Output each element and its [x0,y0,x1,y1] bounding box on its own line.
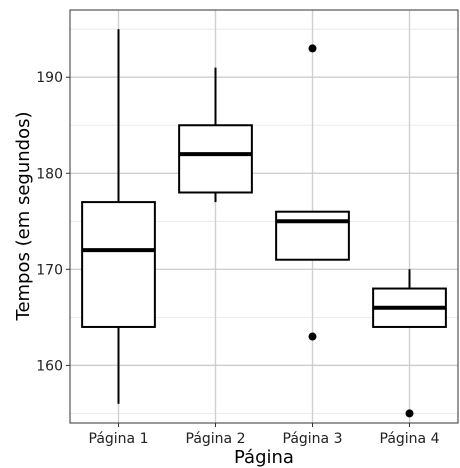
x-tick-label: Página 1 [89,431,149,447]
box-2 [178,67,253,203]
outlier-point [308,332,317,341]
y-tick-labels: 160 170 180 190 [36,70,70,374]
boxes [81,29,447,418]
plot-border [69,9,459,424]
x-axis-title: Página [234,447,294,468]
box-3 [275,44,350,341]
box-4 [372,269,447,418]
iqr-box [81,201,156,328]
iqr-box [275,210,350,261]
x-tick-labels: Página 1 Página 2 Página 3 Página 4 [89,423,440,447]
outlier-point [405,409,414,418]
y-tick-label: 180 [36,166,63,182]
outlier-point [308,44,317,53]
iqr-box [178,124,253,194]
y-tick-label: 160 [36,358,63,374]
y-tick-label: 190 [36,70,63,86]
box-1 [81,29,156,404]
x-tick-label: Página 2 [186,431,246,447]
y-tick-label: 170 [36,262,63,278]
y-axis-title: Tempos (em segundos) [13,112,34,322]
x-tick-label: Página 4 [380,431,440,447]
x-tick-label: Página 3 [283,431,343,447]
